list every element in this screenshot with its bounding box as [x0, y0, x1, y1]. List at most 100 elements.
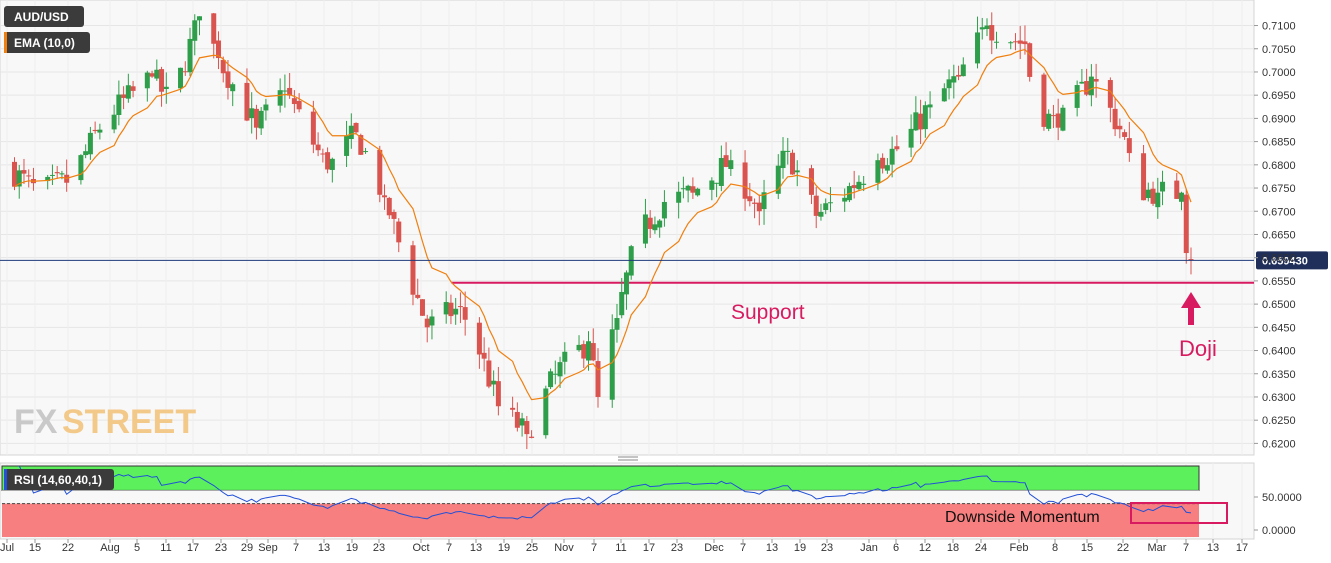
- y-tick-label: 0.6900: [1262, 113, 1296, 125]
- candle-body: [562, 351, 568, 362]
- candle-body: [1141, 153, 1147, 201]
- candle-body: [856, 181, 862, 190]
- symbol-legend[interactable]: AUD/USD: [4, 6, 84, 27]
- y-tick-label: 0.6550: [1262, 276, 1296, 288]
- candle-body: [149, 73, 155, 77]
- candle-body: [728, 160, 734, 170]
- candle-body: [287, 87, 293, 96]
- candle-body: [1160, 181, 1166, 192]
- candle-body: [922, 105, 928, 130]
- candle-body: [1093, 78, 1099, 82]
- candle-body: [680, 188, 686, 190]
- candle-body: [263, 104, 269, 111]
- y-tick-label: 0.7100: [1262, 21, 1296, 33]
- candle-body: [462, 307, 468, 320]
- candle-body: [486, 360, 492, 387]
- candle-body: [1145, 189, 1151, 199]
- y-tick-label: 0.6300: [1262, 392, 1296, 404]
- candle-body: [481, 352, 487, 359]
- symbol-legend-text: AUD/USD: [14, 10, 69, 24]
- candle-body: [785, 150, 791, 152]
- y-tick-label: 0.6850: [1262, 137, 1296, 149]
- candle-body: [54, 172, 60, 174]
- candle-body: [742, 162, 748, 199]
- rsi-legend[interactable]: RSI (14,60,40,1): [4, 469, 114, 490]
- x-tick-label: 6: [893, 542, 899, 554]
- candle-body: [296, 100, 302, 110]
- candle-body: [690, 186, 696, 193]
- candle-body: [344, 135, 350, 156]
- x-tick-label: 11: [615, 542, 626, 554]
- candle-body: [979, 27, 985, 30]
- candle-body: [790, 152, 796, 175]
- candle-body: [894, 146, 900, 150]
- x-tick-label: 18: [947, 542, 959, 554]
- ema-line: [14, 48, 1192, 401]
- candle-body: [21, 170, 27, 174]
- candle-body: [884, 165, 890, 171]
- ema-legend-text: EMA (10,0): [14, 36, 75, 50]
- candle-body: [775, 165, 781, 194]
- candle-body: [908, 128, 914, 148]
- x-axis: Jul 15 22 Aug 5 11 17 23 29 Sep 7 13 19 23 Oct 7 13 19 25 N…: [0, 539, 1248, 554]
- candle-body: [310, 111, 316, 145]
- candle-body: [808, 168, 814, 195]
- candle-body: [1055, 113, 1061, 128]
- candle-body: [457, 306, 463, 308]
- candle-body: [329, 158, 335, 170]
- candle-body: [519, 418, 525, 426]
- rsi-neutral-zone: [2, 490, 1199, 504]
- x-tick-label: 29: [241, 542, 253, 554]
- x-tick-label: Sep: [258, 542, 278, 554]
- candle-body: [495, 381, 501, 407]
- candle-body: [661, 201, 667, 219]
- candle-body: [386, 197, 392, 216]
- candle-body: [960, 64, 966, 77]
- x-tick-label: 22: [62, 542, 74, 554]
- candle-body: [215, 40, 221, 59]
- candle-body: [946, 79, 952, 89]
- x-tick-label: 23: [821, 542, 833, 554]
- candle-body: [225, 71, 231, 88]
- candle-body: [1079, 81, 1085, 84]
- x-tick-label: 24: [975, 542, 987, 554]
- candle-body: [747, 196, 753, 202]
- x-tick-label: Jan: [860, 542, 878, 554]
- y-tick-label: 0.6200: [1262, 438, 1296, 450]
- candle-body: [1017, 40, 1023, 44]
- x-tick-label: 5: [134, 542, 140, 554]
- rsi-y-tick-label: 0.0000: [1262, 525, 1296, 537]
- x-tick-label: 17: [643, 542, 655, 554]
- candle-body: [514, 411, 520, 428]
- candle-body: [1050, 115, 1056, 117]
- candle-body: [676, 191, 682, 203]
- x-tick-label: Nov: [554, 542, 574, 554]
- candle-body: [410, 245, 416, 295]
- candle-body: [429, 316, 435, 326]
- x-tick-label: 7: [1183, 542, 1189, 554]
- candle-body: [780, 150, 786, 169]
- x-tick-label: 7: [293, 542, 299, 554]
- pane-resize-handle[interactable]: [618, 456, 638, 461]
- candle-body: [975, 32, 981, 64]
- candle-body: [348, 125, 354, 140]
- candle-body: [1183, 194, 1189, 254]
- candle-body: [813, 195, 819, 216]
- y-tick-label: 0.6800: [1262, 160, 1296, 172]
- candle-body: [1126, 138, 1132, 154]
- candle-body: [1107, 80, 1113, 108]
- candle-body: [325, 152, 331, 170]
- x-tick-label: 7: [740, 542, 746, 554]
- rsi-legend-text: RSI (14,60,40,1): [14, 473, 102, 487]
- y-tick-label: 0.6650: [1262, 229, 1296, 241]
- candle-body: [927, 104, 933, 108]
- ema-legend[interactable]: EMA (10,0): [4, 32, 90, 53]
- x-tick-label: 13: [1207, 542, 1219, 554]
- rsi-y-tick-label: 50.0000: [1262, 492, 1302, 504]
- candle-body: [187, 38, 193, 73]
- candle-body: [424, 318, 430, 328]
- candle-body: [1046, 113, 1052, 129]
- candle-body: [159, 69, 165, 92]
- current-price-group: 0.659430: [0, 251, 1328, 270]
